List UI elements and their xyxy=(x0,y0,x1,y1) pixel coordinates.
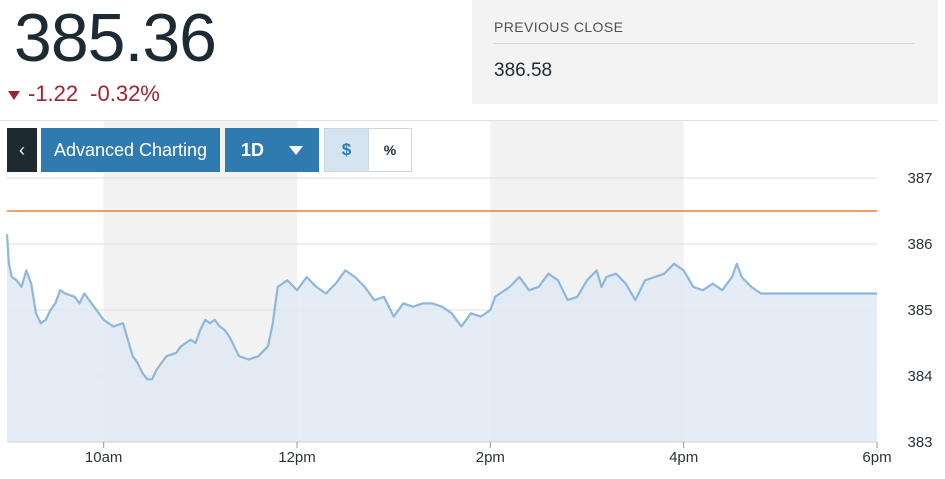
change-percent: -0.32% xyxy=(90,81,160,106)
last-price: 385.36 xyxy=(14,0,217,76)
chevron-down-icon xyxy=(289,146,303,155)
previous-close-value: 386.58 xyxy=(494,60,553,81)
x-tick-label: 10am xyxy=(85,449,123,466)
y-tick-label: 387 xyxy=(907,170,932,187)
time-range-dropdown[interactable]: 1D xyxy=(225,128,319,172)
advanced-charting-button[interactable]: Advanced Charting xyxy=(41,128,220,172)
x-tick-label: 4pm xyxy=(669,449,698,466)
divider xyxy=(0,120,938,121)
price-line xyxy=(5,234,877,381)
y-tick-label: 386 xyxy=(907,236,932,253)
previous-close-label: PREVIOUS CLOSE xyxy=(494,19,624,35)
down-arrow-icon xyxy=(8,90,20,100)
previous-close-panel: PREVIOUS CLOSE 386.58 xyxy=(472,0,938,104)
x-tick-label: 2pm xyxy=(476,449,505,466)
price-area xyxy=(7,234,877,442)
y-tick-label: 384 xyxy=(907,368,932,385)
percent-mode-button[interactable]: % xyxy=(383,142,397,158)
y-tick-label: 385 xyxy=(907,302,932,319)
x-tick-label: 12pm xyxy=(278,449,316,466)
price-change: -1.22 -0.32% xyxy=(8,80,160,108)
value-mode-toggle: $ % xyxy=(324,128,412,172)
y-tick-label: 383 xyxy=(907,434,932,451)
time-range-label: 1D xyxy=(241,139,265,160)
x-tick-label: 6pm xyxy=(862,449,891,466)
divider xyxy=(494,43,914,44)
change-value: -1.22 xyxy=(28,81,79,106)
dollar-mode-button[interactable]: $ xyxy=(325,129,369,171)
collapse-button[interactable]: ‹ xyxy=(7,128,37,172)
